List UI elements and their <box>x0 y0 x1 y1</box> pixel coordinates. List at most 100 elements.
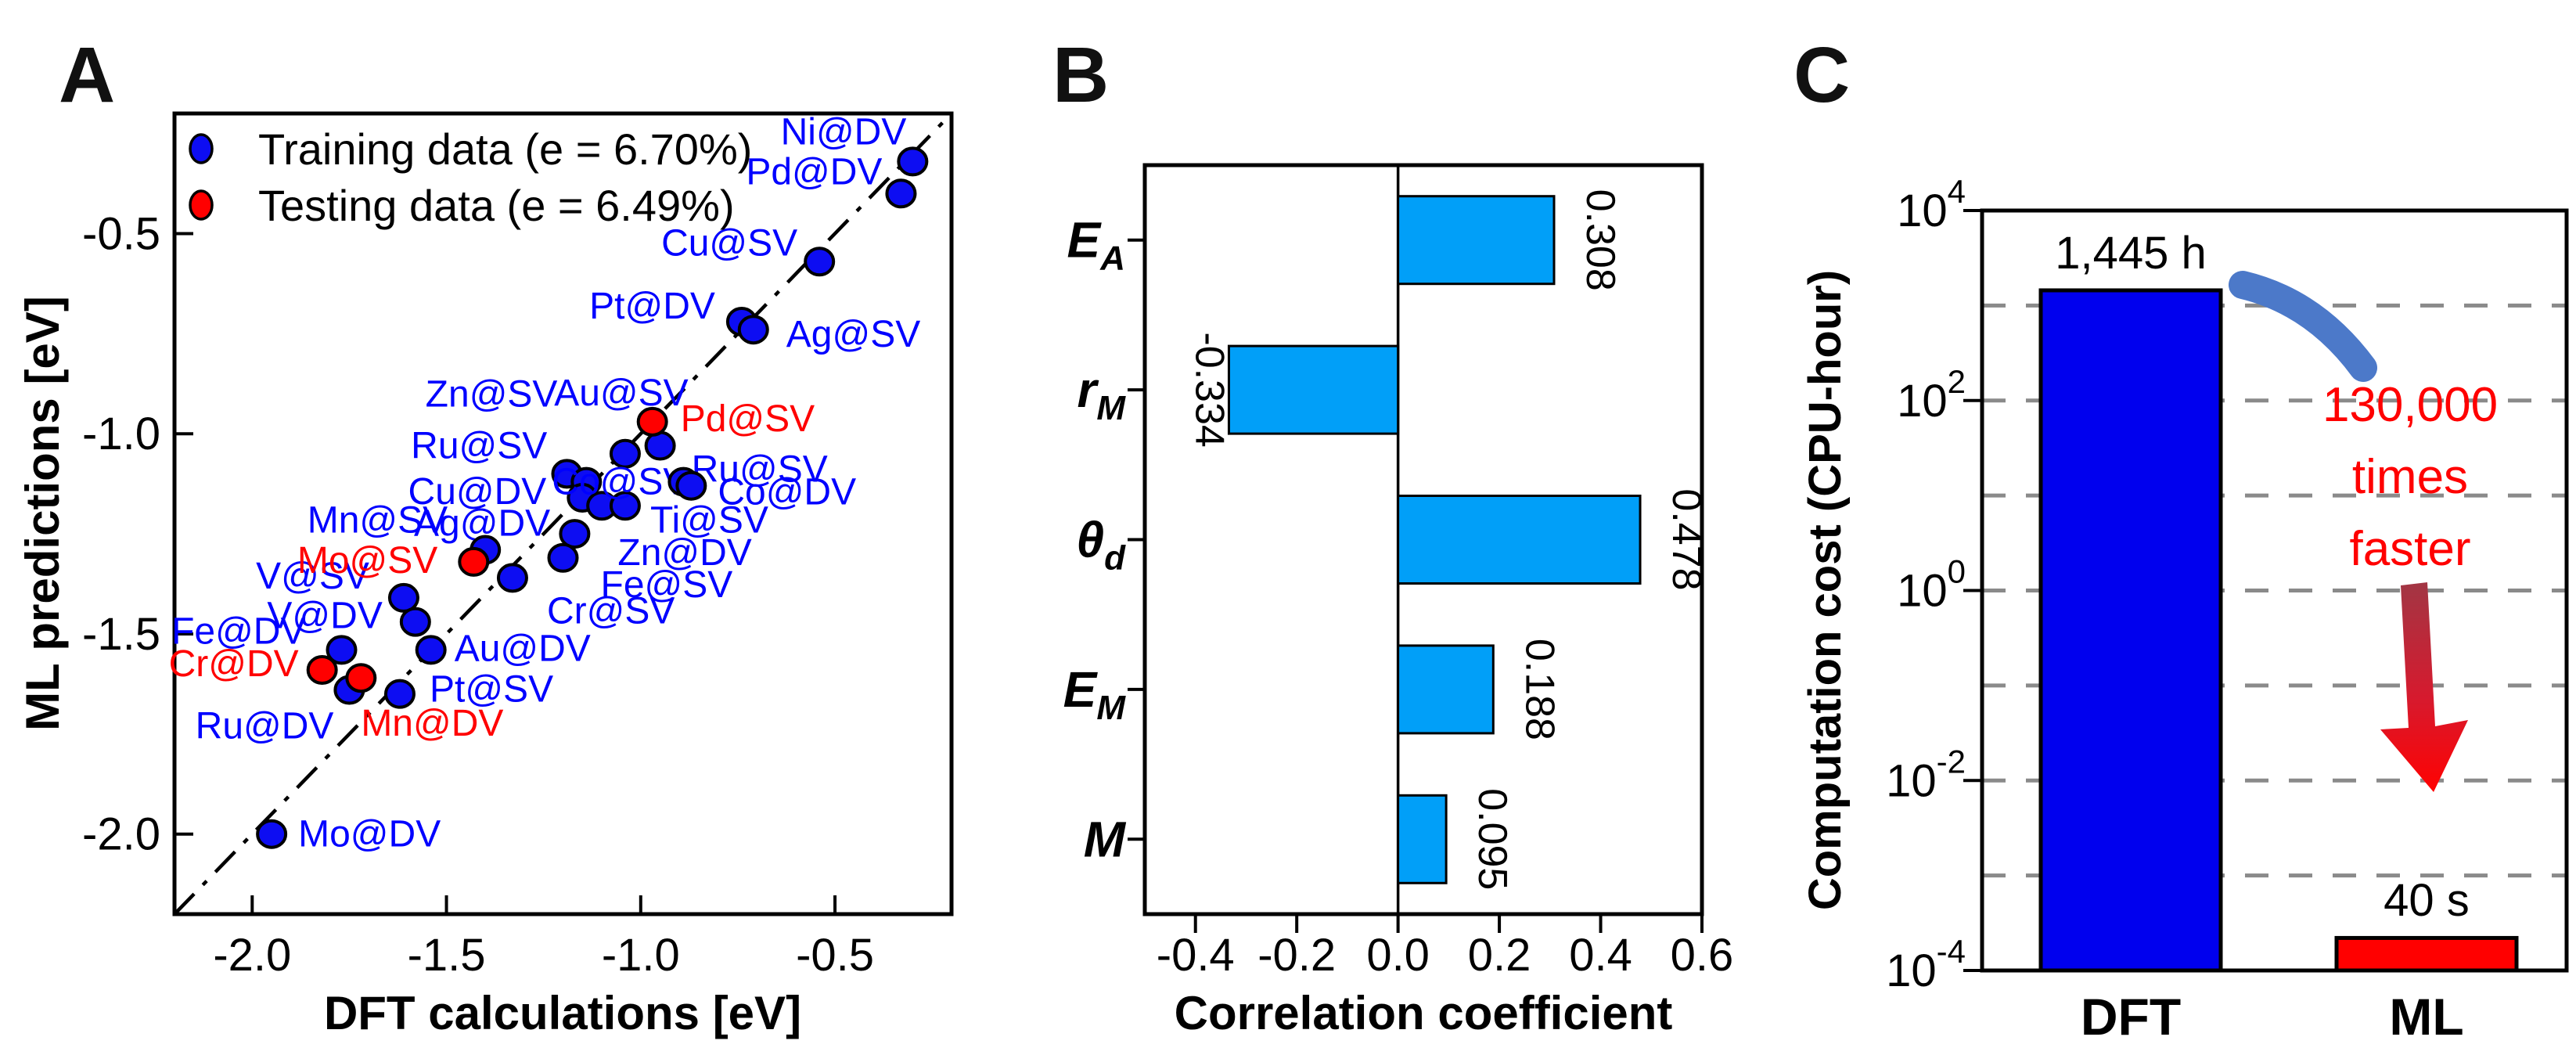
scatter-point-Fe@DV <box>326 635 358 665</box>
point-label-Mn@SV: Mn@SV <box>308 500 448 542</box>
corr-bar-r_M <box>1227 344 1400 435</box>
point-label-V@DV: V@DV <box>267 596 382 637</box>
scatter-point-Cu@SV <box>804 247 836 277</box>
legend-test-label: Testing data (e = 6.49%) <box>258 181 735 230</box>
y-tick-label-10e-4: 10-4 <box>1886 933 1966 996</box>
speedup-text-line3: faster <box>2349 522 2470 576</box>
point-label-Zn@DV: Zn@DV <box>617 532 751 574</box>
corr-bar-E_M <box>1397 644 1495 735</box>
point-label-Ag@SV: Ag@SV <box>786 314 920 355</box>
speedup-swoosh-arrow-icon <box>2229 271 2377 382</box>
y-tick-label: -1.0 <box>82 409 160 459</box>
corr-bar-theta_d <box>1397 495 1642 585</box>
point-label-Ru@SV: Ru@SV <box>411 426 547 467</box>
x-tick-label: -0.5 <box>796 930 874 981</box>
speedup-text-line2: times <box>2352 450 2468 504</box>
panel-c-bar-chart: C 104 102 100 10-2 10-4 Computation cost (CP… <box>1793 31 2569 1046</box>
point-label-Pd@DV: Pd@DV <box>746 151 882 193</box>
scatter-point-Au@DV <box>415 635 447 665</box>
panel-a-plot-border <box>172 111 954 916</box>
dft-bar-value-label: 1,445 h <box>2055 228 2207 279</box>
cost-bar-DFT <box>2038 288 2223 973</box>
point-label-Pt@SV: Pt@SV <box>430 669 553 711</box>
category-label-theta_d: θd <box>1076 512 1126 578</box>
panel-c-y-axis-title: Computation cost (CPU-hour) <box>1800 270 1851 910</box>
y-tick-label-10e4: 104 <box>1897 173 1966 236</box>
y-tick-label: -1.5 <box>82 609 160 660</box>
category-label-E_M: EM <box>1063 661 1127 727</box>
panel-c-bars <box>2038 288 2519 973</box>
x-tick-label: -2.0 <box>213 930 291 981</box>
scatter-point-Zn@DV <box>559 519 591 549</box>
point-label-Fe@SV: Fe@SV <box>601 564 733 606</box>
corr-bar-value-r_M: -0.334 <box>1186 332 1232 447</box>
legend-train-marker <box>189 133 214 164</box>
scatter-point-Ni@DV <box>897 146 929 177</box>
corr-bar-M <box>1397 794 1448 884</box>
point-label-Cr@SV: Cr@SV <box>547 590 675 632</box>
scatter-point-Mo@DV <box>256 819 288 849</box>
scatter-point-V@DV <box>399 607 431 637</box>
speedup-down-arrow-icon <box>2380 582 2468 792</box>
y-tick-label-10e-2: 10-2 <box>1886 743 1966 806</box>
x-tick-label: 0.6 <box>1671 930 1734 981</box>
y-tick-label-10e2: 102 <box>1897 363 1966 427</box>
point-label-Fe@DV: Fe@DV <box>171 610 305 652</box>
scatter-point-Mn@DV <box>345 663 377 693</box>
point-label-Co@SV: Co@SV <box>552 462 688 503</box>
panel-a-letter: A <box>59 31 115 119</box>
point-label-Au@SV: Au@SV <box>554 373 688 414</box>
scatter-point-Fe@SV <box>547 542 579 573</box>
x-tick-label: 0.0 <box>1366 930 1430 981</box>
panel-a-ticks: -2.0 -1.5 -1.0 -0.5 -0.5 -1.0 -1.5 -2.0 <box>82 208 874 981</box>
scatter-point-Pd@DV <box>885 178 917 209</box>
point-label-Pt@DV: Pt@DV <box>589 286 715 327</box>
point-label-Mo@SV: Mo@SV <box>297 540 437 582</box>
x-tick-label: -0.2 <box>1257 930 1336 981</box>
point-label-Ru@SV: Ru@SV <box>692 449 828 491</box>
cost-bar-ML <box>2334 935 2519 973</box>
corr-bar-value-theta_d: 0.478 <box>1664 488 1709 590</box>
category-label-M: M <box>1084 811 1127 867</box>
point-label-Cr@DV: Cr@DV <box>169 643 299 685</box>
corr-bar-value-E_M: 0.188 <box>1516 639 1562 740</box>
dft-category-label: DFT <box>2081 988 2181 1046</box>
point-label-Ti@SV: Ti@SV <box>650 499 768 541</box>
ml-category-label: ML <box>2389 988 2463 1046</box>
panel-a-y-axis-title: ML predictions [eV] <box>16 296 69 731</box>
category-label-E_A: EA <box>1067 212 1125 278</box>
speedup-annotation: 130,000 times faster <box>2322 378 2498 576</box>
panel-b-bar-chart: B 0.308 EA -0.334 rM 0.478 θd 0.188 EM 0.095 M -0.… <box>1052 31 1733 1039</box>
panel-b-x-axis-title: Correlation coefficient <box>1175 987 1673 1039</box>
ml-bar-value-label: 40 s <box>2384 875 2470 926</box>
corr-bar-E_A <box>1397 195 1556 286</box>
y-tick-label: -0.5 <box>82 208 160 259</box>
point-label-Cu@DV: Cu@DV <box>408 471 547 513</box>
category-label-r_M: rM <box>1077 362 1126 427</box>
panel-c-letter: C <box>1793 31 1850 119</box>
scatter-point-Cr@SV <box>496 563 528 593</box>
corr-bar-value-E_A: 0.308 <box>1578 189 1623 291</box>
scatter-point-Ti@SV <box>609 491 641 521</box>
scatter-point-Ag@SV <box>737 315 769 345</box>
scatter-point-Pd@SV <box>636 406 668 437</box>
speedup-text-line1: 130,000 <box>2322 378 2498 432</box>
x-tick-label: -0.4 <box>1157 930 1235 981</box>
point-label-Ru@DV: Ru@DV <box>196 706 334 747</box>
y-tick-label-10e0: 100 <box>1897 553 1966 617</box>
scatter-point-Pt@SV <box>383 679 416 709</box>
point-label-V@SV: V@SV <box>256 556 369 597</box>
corr-bar-value-M: 0.095 <box>1470 788 1515 890</box>
legend-train-label: Training data (e = 6.70%) <box>258 124 752 174</box>
point-label-Ni@DV: Ni@DV <box>781 111 907 153</box>
panel-c-ticks: 104 102 100 10-2 10-4 <box>1886 173 1982 996</box>
point-label-Mo@DV: Mo@DV <box>298 814 441 855</box>
identity-line <box>173 112 953 916</box>
scatter-point-Co@DV <box>675 470 707 501</box>
y-tick-label: -2.0 <box>82 809 160 860</box>
x-tick-label: -1.5 <box>408 930 486 981</box>
panel-b-letter: B <box>1052 31 1109 119</box>
point-label-Au@DV: Au@DV <box>455 628 591 669</box>
